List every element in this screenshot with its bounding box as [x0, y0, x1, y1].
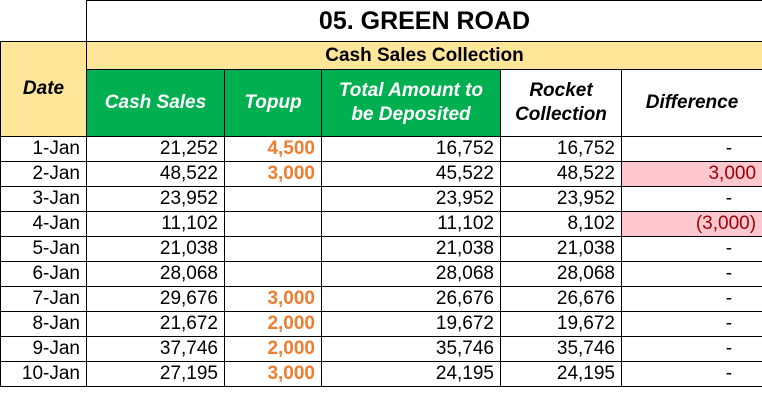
total-amount-cell: 45,522: [321, 161, 501, 187]
total-amount-cell: 11,102: [321, 211, 501, 237]
date-cell: 5-Jan: [0, 236, 87, 262]
table-row: 8-Jan 21,672 2,000 19,672 19,672 -: [0, 311, 762, 337]
topup-cell: 3,000: [224, 286, 322, 312]
difference-cell: -: [620, 286, 762, 312]
difference-cell: -: [620, 136, 762, 162]
group-header-row: Date Cash Sales Collection: [0, 41, 762, 137]
total-amount-cell: 16,752: [321, 136, 501, 162]
difference-column-header: Difference: [620, 69, 762, 137]
date-cell: 6-Jan: [0, 261, 87, 287]
cash-sales-column-header: Cash Sales: [86, 69, 225, 137]
topup-cell: [224, 261, 322, 287]
rocket-collection-column-header: Rocket Collection: [500, 69, 622, 137]
difference-cell: -: [620, 261, 762, 287]
topup-cell: [224, 186, 322, 212]
rocket-collection-cell: 26,676: [500, 286, 622, 312]
rocket-collection-cell: 35,746: [500, 336, 622, 362]
table-row: 9-Jan 37,746 2,000 35,746 35,746 -: [0, 336, 762, 362]
date-cell: 2-Jan: [0, 161, 87, 187]
table-row: 6-Jan 28,068 28,068 28,068 -: [0, 261, 762, 287]
rocket-collection-cell: 24,195: [500, 361, 622, 387]
topup-cell: 3,000: [224, 361, 322, 387]
cash-sales-collection-header: Cash Sales Collection: [85, 41, 762, 70]
topup-cell: [224, 211, 322, 237]
date-cell: 4-Jan: [0, 211, 87, 237]
table-row: 10-Jan 27,195 3,000 24,195 24,195 -: [0, 361, 762, 387]
total-amount-cell: 21,038: [321, 236, 501, 262]
total-amount-cell: 26,676: [321, 286, 501, 312]
cash-sales-cell: 37,746: [86, 336, 225, 362]
cash-sales-cell: 21,252: [86, 136, 225, 162]
difference-cell: -: [620, 311, 762, 337]
date-column-header: Date: [0, 41, 87, 137]
column-header-row: Cash Sales Topup Total Amount to be Depo…: [1, 69, 762, 137]
blank-corner-cell: [0, 0, 87, 42]
rocket-collection-cell: 48,522: [500, 161, 622, 187]
table-row: 3-Jan 23,952 23,952 23,952 -: [0, 186, 762, 212]
date-cell: 10-Jan: [0, 361, 87, 387]
rocket-collection-cell: 19,672: [500, 311, 622, 337]
date-cell: 1-Jan: [0, 136, 87, 162]
rocket-collection-cell: 8,102: [500, 211, 622, 237]
table-row: 4-Jan 11,102 11,102 8,102 (3,000): [0, 211, 762, 237]
date-cell: 8-Jan: [0, 311, 87, 337]
date-cell: 3-Jan: [0, 186, 87, 212]
table-row: 7-Jan 29,676 3,000 26,676 26,676 -: [0, 286, 762, 312]
cash-sales-cell: 11,102: [86, 211, 225, 237]
table-row: 1-Jan 21,252 4,500 16,752 16,752 -: [0, 136, 762, 162]
total-amount-cell: 35,746: [321, 336, 501, 362]
cash-sales-table: 05. GREEN ROAD Date Cash Sales Collectio…: [0, 0, 762, 387]
cash-sales-cell: 21,038: [86, 236, 225, 262]
difference-cell: -: [620, 336, 762, 362]
topup-cell: 3,000: [224, 161, 322, 187]
topup-column-header: Topup: [224, 69, 322, 137]
cash-sales-cell: 27,195: [86, 361, 225, 387]
cash-sales-cell: 23,952: [86, 186, 225, 212]
total-amount-cell: 24,195: [321, 361, 501, 387]
rocket-collection-cell: 23,952: [500, 186, 622, 212]
cash-sales-cell: 29,676: [86, 286, 225, 312]
table-row: 2-Jan 48,522 3,000 45,522 48,522 3,000: [0, 161, 762, 187]
cash-sales-cell: 48,522: [86, 161, 225, 187]
table-body: 1-Jan 21,252 4,500 16,752 16,752 - 2-Jan…: [0, 136, 762, 387]
title-row: 05. GREEN ROAD: [0, 0, 762, 42]
topup-cell: [224, 236, 322, 262]
total-amount-cell: 23,952: [321, 186, 501, 212]
cash-sales-cell: 21,672: [86, 311, 225, 337]
rocket-collection-cell: 16,752: [500, 136, 622, 162]
sheet-title: 05. GREEN ROAD: [85, 0, 762, 42]
topup-cell: 2,000: [224, 336, 322, 362]
difference-cell: -: [620, 236, 762, 262]
difference-cell: -: [620, 186, 762, 212]
topup-cell: 2,000: [224, 311, 322, 337]
date-cell: 7-Jan: [0, 286, 87, 312]
rocket-collection-cell: 28,068: [500, 261, 622, 287]
difference-cell: (3,000): [620, 211, 762, 237]
difference-cell: -: [620, 361, 762, 387]
topup-cell: 4,500: [224, 136, 322, 162]
total-amount-column-header: Total Amount to be Deposited: [321, 69, 501, 137]
difference-cell: 3,000: [620, 161, 762, 187]
date-cell: 9-Jan: [0, 336, 87, 362]
total-amount-cell: 28,068: [321, 261, 501, 287]
rocket-collection-cell: 21,038: [500, 236, 622, 262]
table-row: 5-Jan 21,038 21,038 21,038 -: [0, 236, 762, 262]
total-amount-cell: 19,672: [321, 311, 501, 337]
cash-sales-cell: 28,068: [86, 261, 225, 287]
